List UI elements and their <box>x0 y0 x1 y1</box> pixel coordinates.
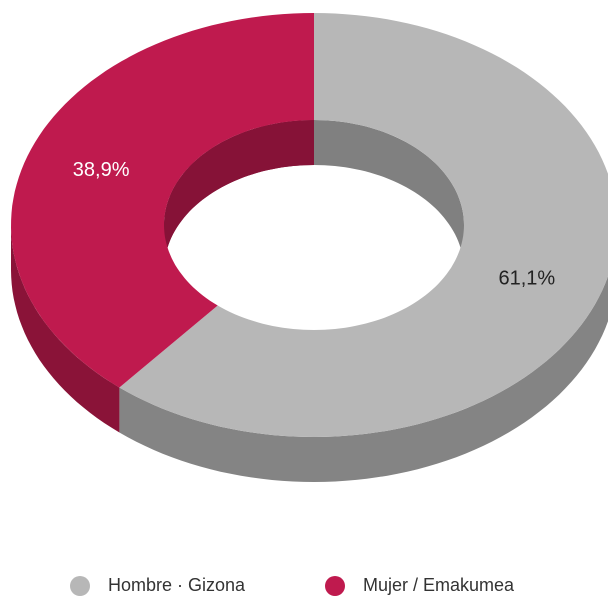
legend-marker <box>325 576 345 596</box>
outer-wall <box>119 276 608 482</box>
slice <box>11 13 314 388</box>
legend-label: Hombre · Gizona <box>108 575 246 595</box>
legend-label: Mujer / Emakumea <box>363 575 515 595</box>
data-label: 38,9% <box>73 159 130 181</box>
outer-wall <box>11 225 120 433</box>
slice <box>119 13 608 437</box>
inner-wall <box>314 120 464 270</box>
inner-wall <box>164 120 314 270</box>
data-label: 61,1% <box>499 267 556 289</box>
legend-marker <box>70 576 90 596</box>
